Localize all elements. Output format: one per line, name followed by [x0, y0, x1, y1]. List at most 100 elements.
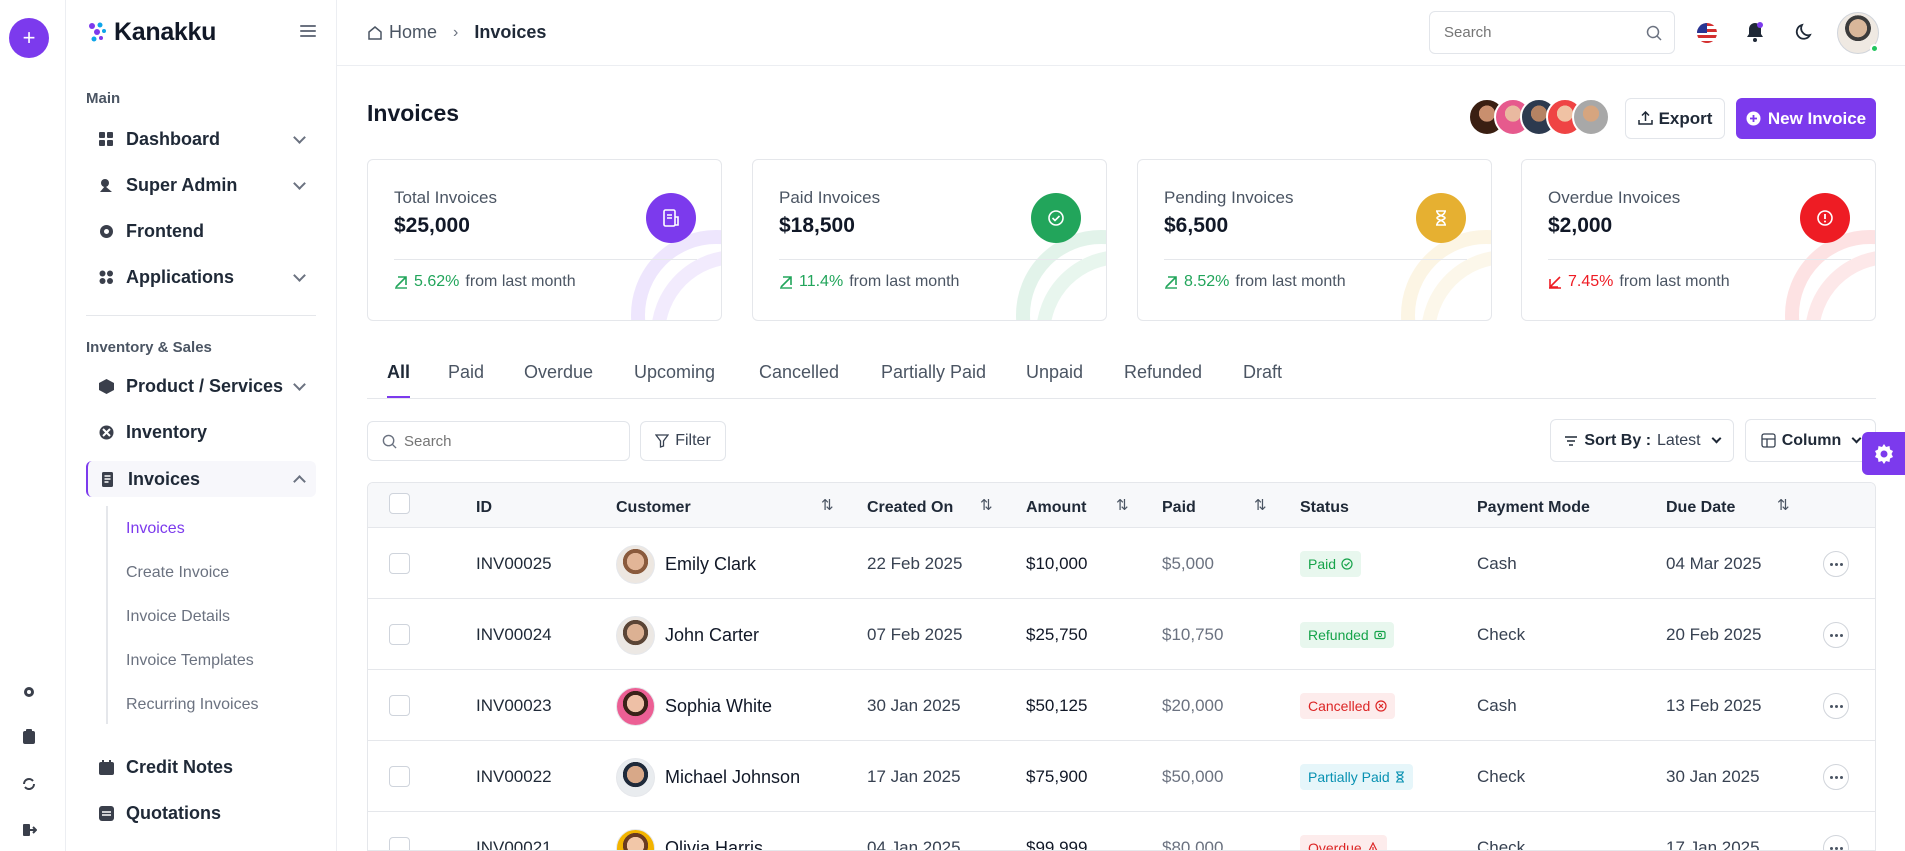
- tab-paid[interactable]: Paid: [448, 362, 485, 382]
- column-dropdown[interactable]: Column: [1745, 419, 1876, 462]
- more-actions-icon[interactable]: [1823, 835, 1849, 850]
- tab-unpaid[interactable]: Unpaid: [1026, 362, 1084, 382]
- sort-dropdown[interactable]: Sort By : Latest: [1550, 419, 1734, 462]
- sync-icon[interactable]: [20, 776, 38, 794]
- customer[interactable]: Olivia Harris: [616, 829, 763, 850]
- submenu-invoice-templates[interactable]: Invoice Templates: [126, 652, 254, 669]
- card-overdue-invoices[interactable]: Overdue Invoices $2,000 7.45% from last …: [1521, 159, 1876, 321]
- menu-toggle-icon[interactable]: [300, 25, 316, 37]
- sidebar-item-invoices[interactable]: Invoices: [86, 461, 316, 497]
- row-checkbox[interactable]: [389, 553, 410, 574]
- sidebar-item-dashboard[interactable]: Dashboard: [86, 121, 316, 157]
- table-row[interactable]: INV00023 Sophia White 30 Jan 2025 $50,12…: [368, 670, 1875, 741]
- clipboard-icon[interactable]: [20, 729, 38, 747]
- new-invoice-button[interactable]: New Invoice: [1736, 98, 1876, 139]
- table-search-input[interactable]: [404, 422, 624, 460]
- more-actions-icon[interactable]: [1823, 693, 1849, 719]
- status-label: Refunded: [1308, 627, 1369, 643]
- sidebar-item-frontend[interactable]: Frontend: [86, 213, 316, 249]
- customer[interactable]: Michael Johnson: [616, 758, 800, 797]
- status-badge: Paid: [1300, 551, 1362, 577]
- invoice-id[interactable]: INV00023: [476, 696, 552, 715]
- table-row[interactable]: INV00025 Emily Clark 22 Feb 2025 $10,000…: [368, 528, 1875, 599]
- table-row[interactable]: INV00022 Michael Johnson 17 Jan 2025 $75…: [368, 741, 1875, 812]
- settings-icon[interactable]: [20, 684, 38, 702]
- topbar: Home › Invoices: [337, 0, 1905, 66]
- global-search-input[interactable]: [1430, 12, 1630, 53]
- customer[interactable]: John Carter: [616, 616, 759, 655]
- brand[interactable]: Kanakku: [86, 18, 216, 47]
- card-total-invoices[interactable]: Total Invoices $25,000 5.62% from last m…: [367, 159, 722, 321]
- bell-icon[interactable]: [1746, 22, 1764, 47]
- tab-draft[interactable]: Draft: [1243, 362, 1283, 382]
- breadcrumb-home[interactable]: Home: [367, 22, 437, 43]
- card-trend-pct: 8.52%: [1184, 273, 1230, 290]
- card-trend-suffix: from last month: [465, 273, 576, 290]
- chevron-down-icon: [1851, 433, 1862, 444]
- sidebar-item-quotations[interactable]: Quotations: [86, 795, 316, 831]
- alert-icon: [1800, 193, 1850, 243]
- tab-refunded[interactable]: Refunded: [1124, 362, 1203, 382]
- avatar: [1572, 98, 1610, 136]
- invoice-id[interactable]: INV00021: [476, 838, 552, 851]
- filter-button[interactable]: Filter: [640, 421, 726, 461]
- tab-overdue[interactable]: Overdue: [524, 362, 594, 382]
- moon-icon[interactable]: [1795, 22, 1815, 47]
- sort-lines-icon: [1565, 435, 1578, 446]
- tab-all[interactable]: All: [387, 362, 411, 398]
- row-checkbox[interactable]: [389, 624, 410, 645]
- page-title: Invoices: [367, 100, 460, 126]
- invoice-id[interactable]: INV00022: [476, 767, 552, 786]
- created-on: 22 Feb 2025: [867, 554, 963, 573]
- customer[interactable]: Sophia White: [616, 687, 772, 726]
- status-label: Cancelled: [1308, 698, 1371, 714]
- row-checkbox[interactable]: [389, 695, 410, 716]
- table-row[interactable]: INV00021 Olivia Harris 04 Jan 2025 $99,9…: [368, 812, 1875, 851]
- select-all-checkbox[interactable]: [389, 493, 410, 514]
- row-checkbox[interactable]: [389, 766, 410, 787]
- payment-mode: Check: [1477, 625, 1526, 644]
- table-row[interactable]: INV00024 John Carter 07 Feb 2025 $25,750…: [368, 599, 1875, 670]
- us-flag-icon[interactable]: [1697, 23, 1717, 43]
- sort-icon[interactable]: ⇅: [1116, 497, 1129, 514]
- invoice-icon: [646, 193, 696, 243]
- row-checkbox[interactable]: [389, 837, 410, 850]
- more-actions-icon[interactable]: [1823, 764, 1849, 790]
- logout-icon[interactable]: [20, 822, 38, 840]
- sort-icon[interactable]: ⇅: [1777, 497, 1790, 514]
- sort-icon[interactable]: ⇅: [1254, 497, 1267, 514]
- created-on: 17 Jan 2025: [867, 767, 961, 786]
- dashboard-icon: [98, 131, 114, 147]
- more-actions-icon[interactable]: [1823, 551, 1849, 577]
- card-paid-invoices[interactable]: Paid Invoices $18,500 11.4% from last mo…: [752, 159, 1107, 321]
- submenu-recurring-invoices[interactable]: Recurring Invoices: [126, 696, 259, 713]
- avatar-group[interactable]: [1468, 98, 1610, 138]
- sidebar-item-inventory[interactable]: Inventory: [86, 414, 316, 450]
- card-trend-suffix: from last month: [1619, 273, 1730, 290]
- invoice-id[interactable]: INV00025: [476, 554, 552, 573]
- invoice-id[interactable]: INV00024: [476, 625, 552, 644]
- submenu-invoices[interactable]: Invoices: [126, 520, 185, 537]
- tab-cancelled[interactable]: Cancelled: [759, 362, 840, 382]
- avatar: [616, 829, 655, 850]
- sidebar-item-applications[interactable]: Applications: [86, 259, 316, 295]
- sidebar-item-product-services[interactable]: Product / Services: [86, 368, 316, 404]
- theme-settings-gear-icon[interactable]: [1862, 432, 1905, 475]
- sort-icon[interactable]: ⇅: [821, 497, 834, 514]
- sidebar-item-credit-notes[interactable]: Credit Notes: [86, 749, 316, 785]
- table-search[interactable]: [367, 421, 630, 461]
- export-button[interactable]: Export: [1625, 98, 1725, 139]
- plus-icon[interactable]: +: [9, 18, 49, 58]
- card-value: $25,000: [394, 214, 470, 237]
- customer[interactable]: Emily Clark: [616, 545, 756, 584]
- submenu-invoice-details[interactable]: Invoice Details: [126, 608, 231, 625]
- sort-icon[interactable]: ⇅: [980, 497, 993, 514]
- tab-upcoming[interactable]: Upcoming: [634, 362, 716, 382]
- global-search[interactable]: [1429, 11, 1675, 54]
- tab-partially-paid[interactable]: Partially Paid: [881, 362, 987, 382]
- more-actions-icon[interactable]: [1823, 622, 1849, 648]
- sidebar-item-super-admin[interactable]: Super Admin: [86, 167, 316, 203]
- card-pending-invoices[interactable]: Pending Invoices $6,500 8.52% from last …: [1137, 159, 1492, 321]
- search-icon: [382, 434, 397, 449]
- submenu-create-invoice[interactable]: Create Invoice: [126, 564, 230, 581]
